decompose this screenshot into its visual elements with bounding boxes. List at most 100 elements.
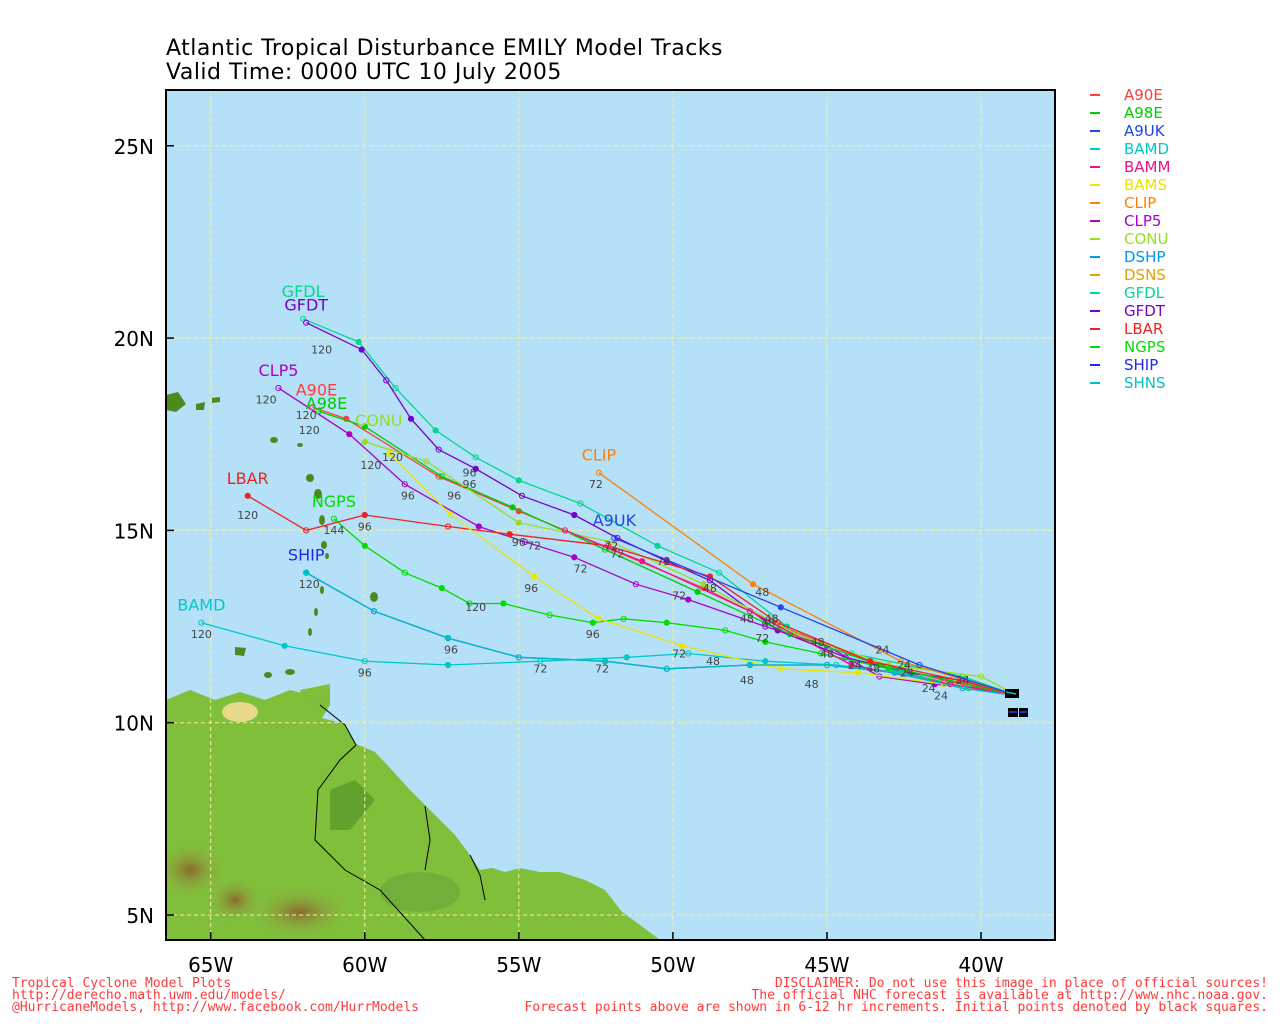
forecast-hour-label: 120 (191, 628, 212, 641)
forecast-hour-label: 120 (296, 409, 317, 422)
forecast-hour-label: 24 (900, 667, 914, 680)
forecast-hour-label: 96 (512, 536, 526, 549)
forecast-hour-label: 24 (934, 690, 948, 703)
track-point (244, 492, 251, 499)
forecast-hour-label: 120 (360, 459, 381, 472)
lon-tick-label: 40W (958, 953, 1003, 977)
forecast-hour-label: 72 (604, 540, 618, 553)
legend-swatch (1090, 184, 1100, 186)
legend-item-a98e: A98E (1086, 104, 1266, 122)
legend-label: BAMM (1124, 158, 1171, 176)
track-point (401, 569, 408, 576)
forecast-hour-label: 48 (805, 678, 819, 691)
forecast-hour-label: 48 (765, 613, 779, 626)
legend-swatch (1090, 382, 1100, 384)
track-point (977, 673, 985, 680)
forecast-hour-label: 24 (848, 659, 862, 672)
track-point (663, 665, 670, 672)
track-label-a98e: A98E (306, 394, 347, 413)
track-point (595, 615, 603, 622)
track-label-clp5: CLP5 (259, 361, 299, 380)
legend-label: GFDL (1124, 284, 1165, 302)
initial-point-markers (1005, 689, 1028, 717)
track-line-gfdl (302, 318, 1019, 697)
forecast-hour-label: 72 (672, 647, 686, 660)
legend-swatch (1090, 346, 1100, 348)
track-point (891, 669, 898, 676)
forecast-hour-label: 48 (755, 586, 769, 599)
track-point (275, 385, 282, 392)
footer-link[interactable]: http://derecho.math.uwm.edu/models/ (12, 988, 286, 1003)
track-point (435, 446, 442, 453)
axis-ticks: 65W 60W 55W 50W 45W 40W 25N 20N 15N 10N 5N (114, 135, 1004, 977)
track-point (546, 611, 553, 619)
track-point (679, 642, 686, 649)
track-point (722, 627, 729, 634)
track-point (515, 654, 522, 661)
track-point (346, 431, 353, 438)
track-point (762, 623, 769, 630)
track-point (438, 473, 445, 480)
track-point (355, 338, 362, 345)
track-point (571, 511, 578, 519)
forecast-hour-label: 24 (897, 659, 911, 672)
lat-tick-label: 10N (114, 712, 154, 736)
track-point (746, 608, 754, 615)
track-point (762, 638, 769, 646)
track-label-gfdt: GFDT (284, 296, 328, 315)
legend-swatch (1090, 256, 1100, 258)
track-label-ngps: NGPS (312, 492, 356, 511)
track-point (916, 661, 923, 669)
legend-item-ship: SHIP (1086, 356, 1266, 374)
model-tracks (198, 315, 1019, 697)
track-point (867, 658, 874, 665)
track-label-clip: CLIP (582, 446, 617, 465)
forecast-hour-label: 72 (657, 555, 671, 568)
legend-label: CLIP (1124, 194, 1157, 212)
lat-tick-label: 20N (114, 327, 154, 351)
legend-item-a9uk: A9UK (1086, 122, 1266, 140)
legend-swatch (1090, 310, 1100, 312)
forecast-hour-label: 72 (610, 547, 624, 560)
track-point (447, 511, 455, 519)
track-line-clp5 (278, 387, 1019, 697)
track-point (817, 650, 824, 657)
track-point (620, 615, 627, 622)
forecast-hour-label: 48 (703, 582, 717, 595)
track-point (506, 531, 513, 538)
forecast-hour-label: 48 (740, 674, 754, 687)
track-point (595, 469, 603, 476)
footer-credits: Tropical Cyclone Model Plots http://derec… (12, 977, 419, 1014)
legend-item-dsns: DSNS (1086, 266, 1266, 284)
legend-label: SHNS (1124, 374, 1166, 392)
forecast-hour-label: 72 (595, 663, 609, 676)
lon-tick-label: 50W (650, 953, 695, 977)
forecast-hour-label: 24 (956, 674, 970, 687)
legend-swatch (1090, 292, 1100, 294)
legend-swatch (1090, 94, 1100, 96)
track-point (361, 511, 368, 519)
track-point (444, 523, 452, 530)
track-point (842, 654, 849, 661)
forecast-hour-label: 96 (586, 628, 600, 641)
forecast-hour-label: 144 (323, 524, 344, 537)
track-point (198, 619, 205, 626)
legend-swatch (1090, 112, 1100, 114)
legend-item-bamd: BAMD (1086, 140, 1266, 158)
track-point (749, 581, 757, 588)
track-point (746, 661, 754, 669)
track-point (531, 573, 538, 580)
track-point (577, 500, 584, 507)
track-line-clip (598, 472, 1019, 697)
track-point (383, 377, 390, 384)
forecast-hour-label: 96 (524, 582, 538, 595)
forecast-hour-label: 96 (358, 520, 372, 533)
forecast-hour-label: 96 (358, 667, 372, 680)
legend-swatch (1090, 328, 1100, 330)
track-point (777, 604, 784, 611)
footer-disclaimer: DISCLAIMER: Do not use this image in pla… (524, 977, 1268, 1014)
track-line-a98e (318, 410, 1019, 697)
forecast-hour-label: 24 (922, 682, 936, 695)
track-point (438, 585, 445, 592)
